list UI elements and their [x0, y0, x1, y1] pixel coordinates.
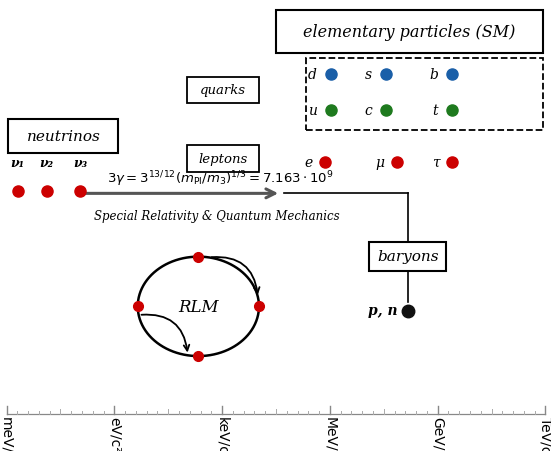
Text: ν₂: ν₂	[40, 157, 54, 170]
Text: quarks: quarks	[200, 84, 246, 97]
Text: baryons: baryons	[377, 250, 439, 264]
Text: b: b	[429, 68, 438, 81]
Text: GeV/c²: GeV/c²	[431, 416, 445, 451]
FancyBboxPatch shape	[8, 120, 118, 153]
FancyBboxPatch shape	[187, 78, 259, 104]
Text: d: d	[308, 68, 317, 81]
FancyBboxPatch shape	[306, 59, 543, 131]
FancyBboxPatch shape	[276, 11, 543, 54]
Text: keV/c²: keV/c²	[215, 416, 229, 451]
FancyBboxPatch shape	[369, 242, 446, 272]
Text: Special Relativity & Quantum Mechanics: Special Relativity & Quantum Mechanics	[94, 210, 339, 223]
Text: ν₃: ν₃	[73, 157, 87, 170]
Text: ν₁: ν₁	[10, 157, 25, 170]
Text: $3\gamma = 3^{13/12}(m_{\mathrm{Pl}}/m_3)^{1/3} = 7.163 \cdot 10^9$: $3\gamma = 3^{13/12}(m_{\mathrm{Pl}}/m_3…	[107, 169, 334, 189]
Text: μ: μ	[376, 156, 385, 169]
Text: c: c	[364, 104, 372, 117]
Text: eV/c²: eV/c²	[107, 416, 121, 451]
Text: p, n: p, n	[368, 303, 398, 317]
Text: neutrinos: neutrinos	[26, 129, 100, 143]
Text: MeV/c²: MeV/c²	[323, 416, 337, 451]
Text: TeV/c²: TeV/c²	[538, 416, 551, 451]
Text: RLM: RLM	[178, 298, 219, 315]
FancyBboxPatch shape	[187, 146, 259, 172]
Text: e: e	[305, 156, 313, 169]
Text: leptons: leptons	[198, 153, 248, 166]
Text: τ: τ	[432, 156, 440, 169]
Text: t: t	[433, 104, 438, 117]
Text: s: s	[365, 68, 372, 81]
Text: elementary particles (SM): elementary particles (SM)	[303, 24, 515, 41]
Text: meV/c²: meV/c²	[0, 416, 14, 451]
Text: u: u	[308, 104, 317, 117]
